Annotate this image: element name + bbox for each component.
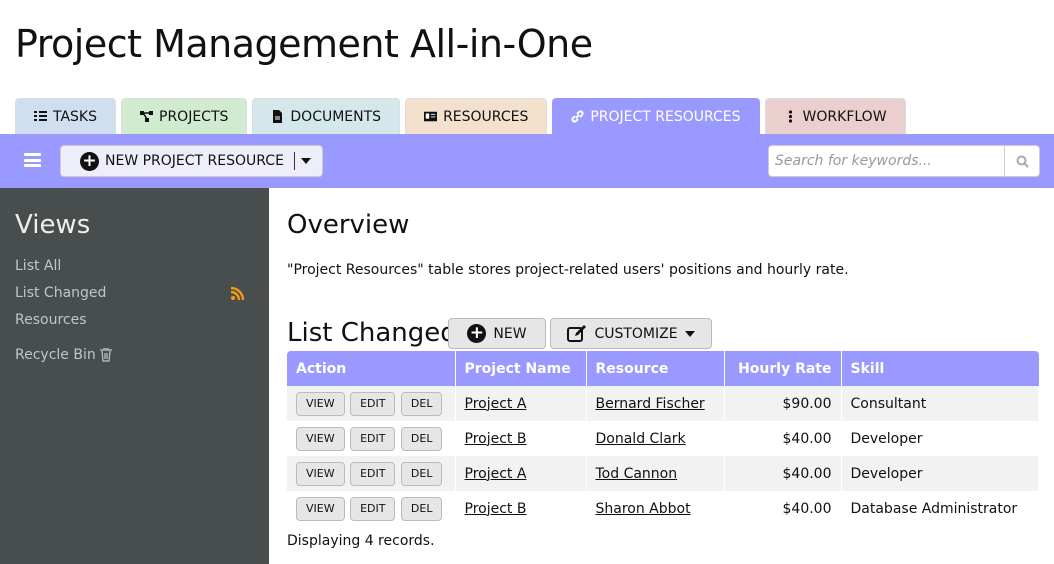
sidebar-item-resources[interactable]: Resources bbox=[15, 312, 87, 328]
view-button[interactable]: VIEW bbox=[296, 461, 345, 486]
list-title: List Changed bbox=[287, 318, 457, 348]
tab-resources[interactable]: RESOURCES bbox=[405, 98, 548, 134]
project-link[interactable]: Project A bbox=[464, 465, 527, 482]
tab-projects[interactable]: PROJECTS bbox=[121, 98, 248, 134]
caret-down-icon[interactable] bbox=[300, 158, 311, 164]
link-icon bbox=[571, 110, 584, 123]
skill-cell: Developer bbox=[841, 456, 1039, 491]
project-link[interactable]: Project A bbox=[464, 395, 527, 412]
edit-icon bbox=[567, 325, 587, 342]
id-card-icon bbox=[424, 111, 438, 122]
new-project-resource-label: NEW PROJECT RESOURCE bbox=[105, 153, 284, 169]
column-header-resource[interactable]: Resource bbox=[586, 351, 725, 386]
tab-project-resources[interactable]: PROJECT RESOURCES bbox=[552, 98, 760, 134]
ellipsis-vertical-icon bbox=[788, 110, 792, 123]
rss-icon[interactable] bbox=[231, 287, 244, 300]
hourly-rate-cell: $40.00 bbox=[724, 421, 842, 456]
caret-down-icon bbox=[684, 330, 695, 337]
toolbar: + NEW PROJECT RESOURCE bbox=[0, 134, 1054, 188]
tab-label: RESOURCES bbox=[443, 108, 529, 125]
edit-button[interactable]: EDIT bbox=[350, 426, 396, 451]
records-table: Action Project Name Resource Hourly Rate… bbox=[287, 351, 1039, 526]
customize-label: CUSTOMIZE bbox=[594, 325, 678, 342]
tasks-icon bbox=[34, 111, 47, 121]
skill-cell: Consultant bbox=[841, 386, 1039, 421]
search-box bbox=[768, 145, 1040, 177]
app-title: Project Management All-in-One bbox=[15, 22, 593, 66]
hourly-rate-cell: $40.00 bbox=[724, 491, 842, 526]
table-row: VIEW EDIT DEL Project A Bernard Fischer … bbox=[287, 386, 1039, 421]
delete-button[interactable]: DEL bbox=[400, 496, 443, 521]
resource-link[interactable]: Bernard Fischer bbox=[595, 395, 705, 412]
view-button[interactable]: VIEW bbox=[296, 426, 345, 451]
skill-cell: Database Administrator bbox=[841, 491, 1039, 526]
tab-tasks[interactable]: TASKS bbox=[15, 98, 116, 134]
skill-cell: Developer bbox=[841, 421, 1039, 456]
search-icon bbox=[1016, 155, 1029, 168]
delete-button[interactable]: DEL bbox=[400, 426, 443, 451]
sidebar: Views List All List Changed Resources Re… bbox=[0, 188, 269, 564]
tab-bar: TASKS PROJECTS DOCUMENTS RESOURCES PROJE… bbox=[15, 98, 906, 134]
sitemap-icon bbox=[140, 111, 153, 122]
hamburger-menu-icon[interactable] bbox=[24, 153, 41, 167]
search-button[interactable] bbox=[1004, 146, 1039, 176]
tab-label: PROJECT RESOURCES bbox=[590, 108, 741, 125]
view-button[interactable]: VIEW bbox=[296, 391, 345, 416]
new-button[interactable]: + NEW bbox=[448, 318, 546, 349]
plus-circle-icon: + bbox=[467, 324, 487, 343]
project-link[interactable]: Project B bbox=[464, 430, 527, 447]
trash-icon bbox=[100, 348, 112, 362]
tab-documents[interactable]: DOCUMENTS bbox=[252, 98, 401, 134]
overview-title: Overview bbox=[287, 210, 410, 240]
action-cell: VIEW EDIT DEL bbox=[287, 421, 456, 456]
table-row: VIEW EDIT DEL Project B Sharon Abbot $40… bbox=[287, 491, 1039, 526]
hourly-rate-cell: $40.00 bbox=[724, 456, 842, 491]
view-button[interactable]: VIEW bbox=[296, 496, 345, 521]
new-label: NEW bbox=[493, 325, 527, 342]
action-cell: VIEW EDIT DEL bbox=[287, 386, 456, 421]
tab-label: DOCUMENTS bbox=[290, 108, 382, 125]
sidebar-item-recycle-bin[interactable]: Recycle Bin bbox=[15, 347, 96, 363]
table-row: VIEW EDIT DEL Project B Donald Clark $40… bbox=[287, 421, 1039, 456]
new-project-resource-button[interactable]: + NEW PROJECT RESOURCE bbox=[60, 145, 323, 177]
tab-workflow[interactable]: WORKFLOW bbox=[764, 98, 906, 134]
hourly-rate-cell: $90.00 bbox=[724, 386, 842, 421]
edit-button[interactable]: EDIT bbox=[350, 496, 396, 521]
file-icon bbox=[273, 110, 283, 123]
sidebar-item-list-all[interactable]: List All bbox=[15, 258, 62, 274]
action-cell: VIEW EDIT DEL bbox=[287, 456, 456, 491]
tab-label: TASKS bbox=[53, 108, 97, 125]
column-header-project-name[interactable]: Project Name bbox=[455, 351, 587, 386]
table-row: VIEW EDIT DEL Project A Tod Cannon $40.0… bbox=[287, 456, 1039, 491]
delete-button[interactable]: DEL bbox=[400, 391, 443, 416]
column-header-hourly-rate[interactable]: Hourly Rate bbox=[724, 351, 842, 386]
plus-circle-icon: + bbox=[80, 151, 99, 171]
table-description: "Project Resources" table stores project… bbox=[287, 262, 849, 278]
tab-label: WORKFLOW bbox=[802, 108, 887, 125]
record-count: Displaying 4 records. bbox=[287, 533, 435, 549]
customize-button[interactable]: CUSTOMIZE bbox=[550, 318, 712, 349]
resource-link[interactable]: Sharon Abbot bbox=[595, 500, 691, 517]
resource-link[interactable]: Tod Cannon bbox=[595, 465, 678, 482]
delete-button[interactable]: DEL bbox=[400, 461, 443, 486]
action-cell: VIEW EDIT DEL bbox=[287, 491, 456, 526]
column-header-action: Action bbox=[287, 351, 456, 386]
sidebar-item-list-changed[interactable]: List Changed bbox=[15, 285, 107, 301]
column-header-skill[interactable]: Skill bbox=[841, 351, 1039, 386]
resource-link[interactable]: Donald Clark bbox=[595, 430, 686, 447]
search-input[interactable] bbox=[769, 146, 1004, 176]
project-link[interactable]: Project B bbox=[464, 500, 527, 517]
edit-button[interactable]: EDIT bbox=[350, 391, 396, 416]
tab-label: PROJECTS bbox=[159, 108, 229, 125]
edit-button[interactable]: EDIT bbox=[350, 461, 396, 486]
sidebar-title: Views bbox=[15, 210, 91, 240]
